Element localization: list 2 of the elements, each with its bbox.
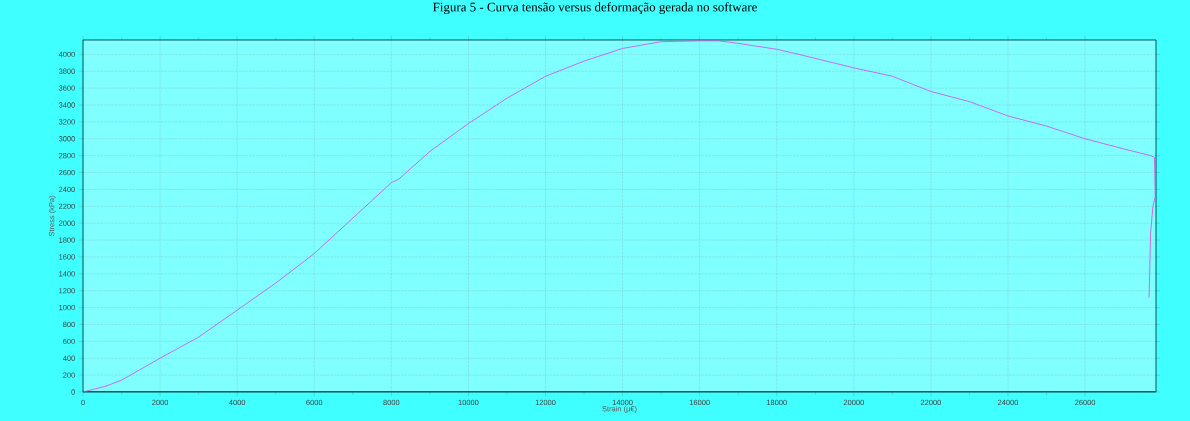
line-series <box>83 40 1156 392</box>
chart-title: Figura 5 - Curva tensão versus deformação gerada no software <box>433 2 757 15</box>
